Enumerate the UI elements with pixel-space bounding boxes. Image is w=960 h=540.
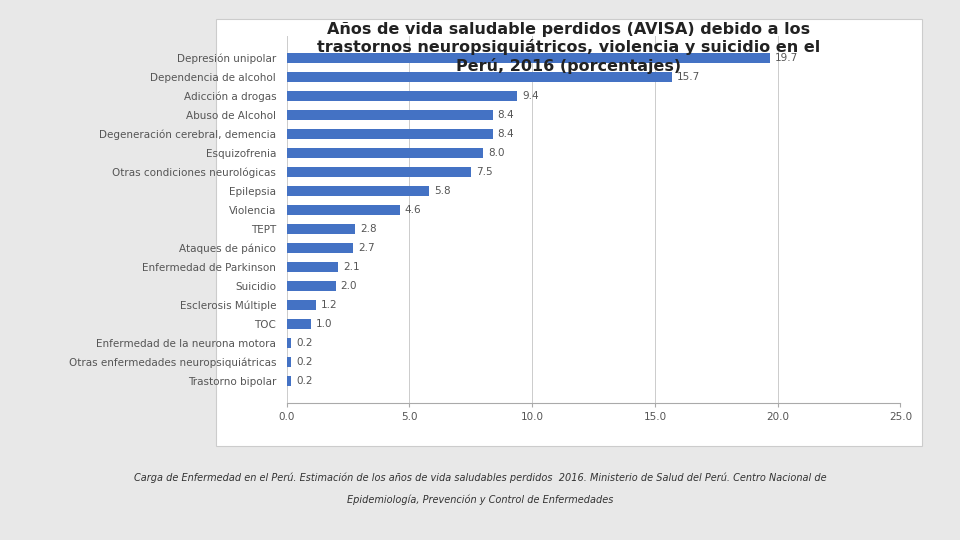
Text: 1.0: 1.0 (316, 319, 332, 329)
Text: 1.2: 1.2 (321, 300, 338, 310)
Bar (286, 110, 492, 120)
Text: Carga de Enfermedad en el Perú. Estimación de los años de vida saludables perdid: Carga de Enfermedad en el Perú. Estimaci… (133, 472, 827, 483)
Bar (286, 205, 399, 215)
Text: 0.2: 0.2 (297, 338, 313, 348)
Text: 5.8: 5.8 (434, 186, 450, 196)
Text: 0.2: 0.2 (297, 376, 313, 386)
Bar (286, 300, 316, 310)
Bar (286, 357, 292, 367)
Bar (286, 91, 517, 101)
Bar (286, 52, 770, 63)
Text: 2.7: 2.7 (358, 243, 374, 253)
Text: 15.7: 15.7 (677, 72, 700, 82)
Text: 19.7: 19.7 (776, 53, 799, 63)
Text: 2.1: 2.1 (343, 262, 360, 272)
Text: 7.5: 7.5 (475, 167, 492, 177)
Bar (286, 186, 429, 196)
Text: 4.6: 4.6 (404, 205, 421, 215)
Bar (286, 319, 311, 329)
Text: 0.2: 0.2 (297, 357, 313, 367)
Text: 2.0: 2.0 (341, 281, 357, 291)
Bar (286, 281, 336, 291)
Bar (286, 129, 492, 139)
Bar (286, 262, 338, 272)
Bar (286, 242, 353, 253)
Text: 8.4: 8.4 (497, 129, 515, 139)
Text: Años de vida saludable perdidos (AVISA) debido a los
trastornos neuropsiquiátric: Años de vida saludable perdidos (AVISA) … (317, 22, 821, 74)
Text: 9.4: 9.4 (522, 91, 539, 101)
Text: 8.0: 8.0 (488, 148, 504, 158)
Text: 2.8: 2.8 (360, 224, 377, 234)
Bar (286, 147, 483, 158)
Text: Epidemiología, Prevención y Control de Enfermedades: Epidemiología, Prevención y Control de E… (347, 494, 613, 505)
Bar (286, 72, 672, 82)
Text: 8.4: 8.4 (497, 110, 515, 120)
Bar (286, 376, 292, 386)
Bar (286, 224, 355, 234)
Bar (286, 338, 292, 348)
Bar (286, 167, 470, 177)
